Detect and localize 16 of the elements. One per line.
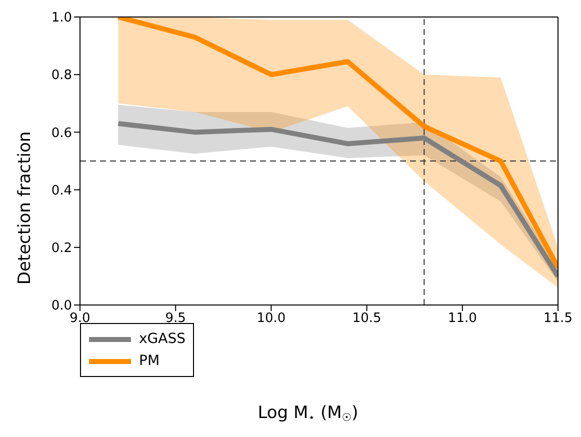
y-tick-label: 1.0 — [51, 10, 72, 26]
y-tick-label: 0.2 — [51, 241, 72, 256]
legend-label: PM — [139, 353, 160, 369]
y-tick-label: 0.0 — [51, 298, 72, 314]
y-tick-label: 0.6 — [51, 126, 72, 141]
x-tick-label: 11.5 — [544, 311, 572, 326]
x-tick-label: 10.0 — [256, 311, 286, 326]
x-tick-label: 9.0 — [70, 311, 90, 326]
x-tick-label: 11.0 — [448, 311, 477, 326]
y-axis-title: Detection fraction — [15, 131, 35, 285]
y-tick-label: 0.8 — [51, 68, 72, 84]
y-tick-label: 0.4 — [51, 183, 72, 198]
x-axis-title: Log M$_{⋆}$ (M$_{☉}$) — [258, 403, 358, 424]
x-tick-label: 10.5 — [352, 311, 382, 326]
x-tick-label: 9.5 — [165, 311, 186, 326]
legend-label: xGASS — [139, 331, 186, 347]
